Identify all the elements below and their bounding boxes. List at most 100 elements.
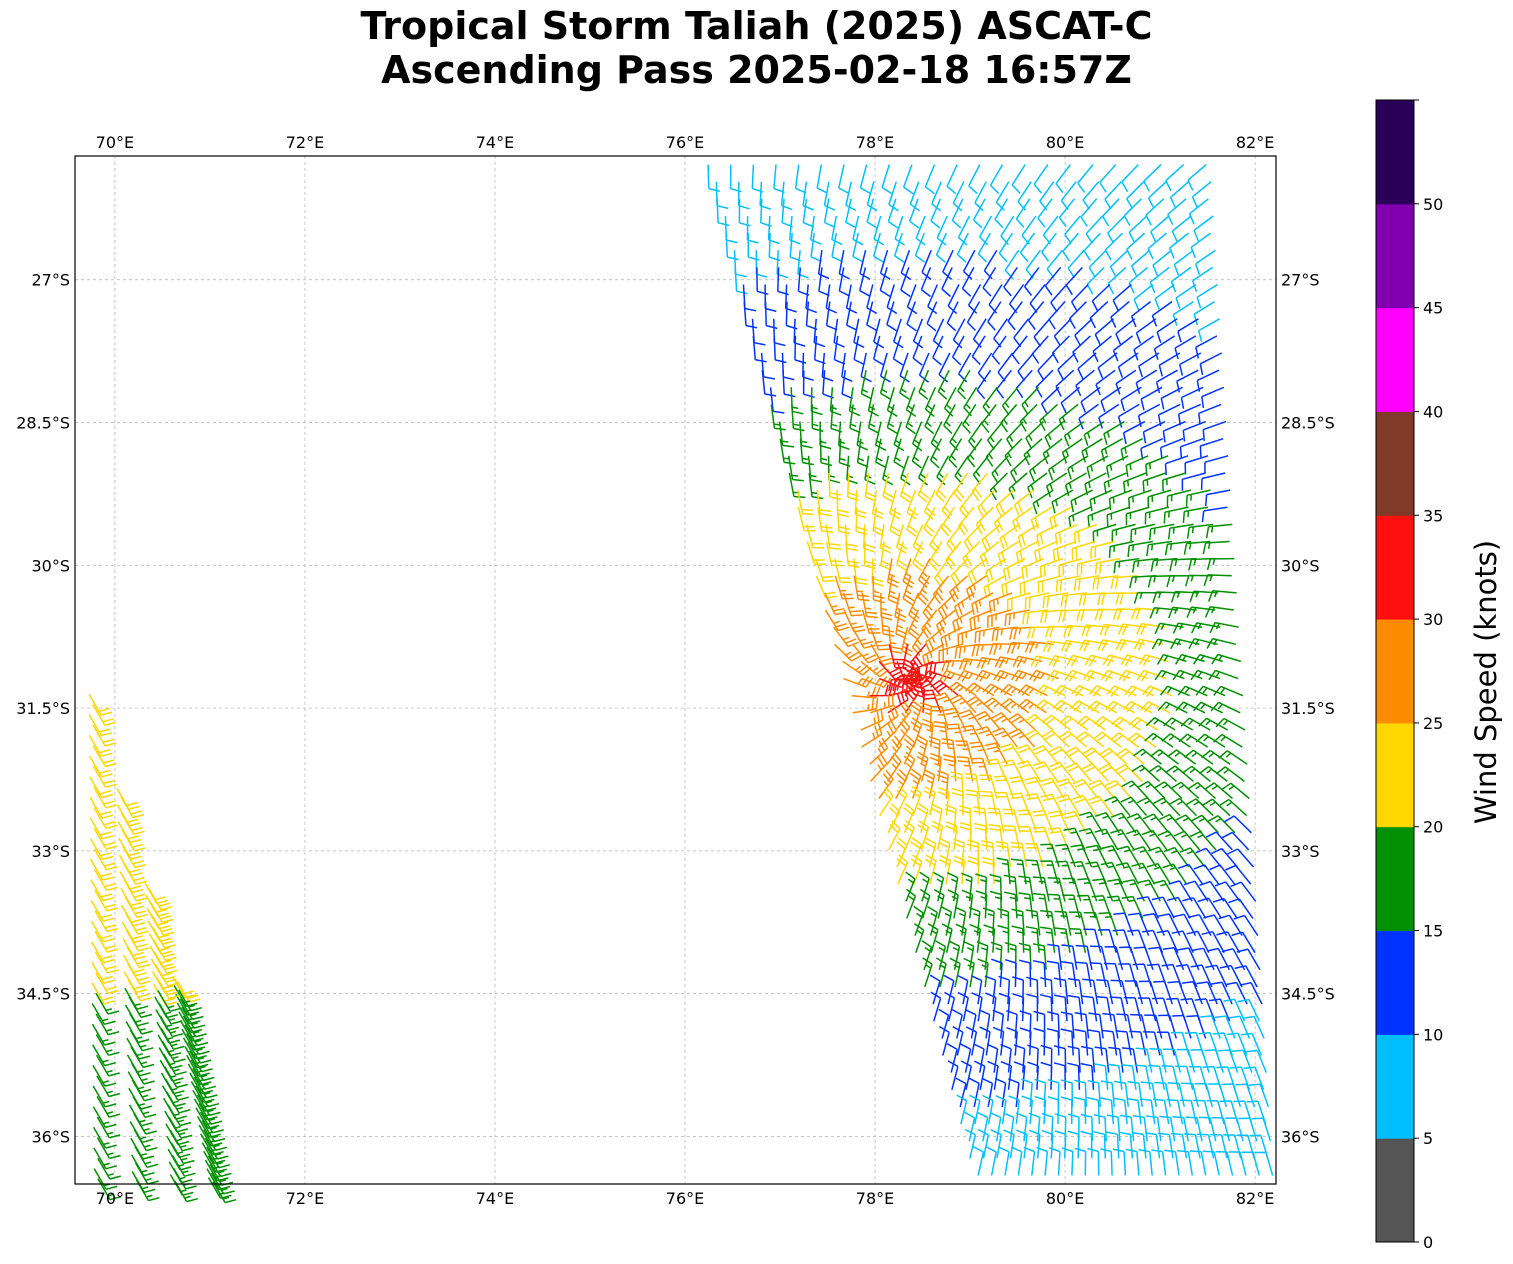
wind-barb — [1055, 369, 1075, 397]
wind-barb — [924, 854, 937, 885]
wind-barb — [957, 626, 982, 646]
wind-barb — [1198, 403, 1222, 425]
wind-barb — [1235, 1083, 1256, 1108]
wind-barb — [127, 979, 152, 1002]
wind-barb — [1003, 825, 1021, 851]
wind-barb — [954, 455, 970, 485]
wind-barb — [1116, 1013, 1134, 1039]
wind-barb — [999, 523, 1020, 550]
wind-barb — [1175, 1065, 1194, 1090]
wind-barb — [988, 642, 1018, 656]
wind-barb — [1037, 198, 1053, 228]
wind-barb — [1162, 420, 1186, 443]
wind-barb — [1068, 927, 1087, 953]
wind-barb — [912, 335, 923, 366]
wind-barb — [1136, 896, 1160, 919]
wind-barb — [886, 752, 902, 782]
wind-barb — [1197, 1133, 1215, 1159]
wind-barb — [929, 974, 941, 1005]
wind-barb — [1121, 1047, 1139, 1073]
wind-barb — [962, 540, 981, 569]
wind-barb — [1133, 335, 1155, 361]
colorbar-bin — [1376, 203, 1414, 309]
wind-barb — [1149, 523, 1175, 541]
wind-barb — [859, 267, 871, 297]
wind-barb — [932, 335, 944, 366]
wind-barb — [1231, 931, 1256, 954]
wind-barb — [1040, 909, 1057, 936]
wind-barb — [1081, 438, 1103, 463]
wind-barb — [1236, 948, 1261, 971]
wind-barb — [1109, 249, 1129, 278]
wind-barb — [870, 643, 895, 666]
wind-barb — [1044, 421, 1065, 448]
wind-barb — [1211, 1117, 1231, 1142]
wind-barb — [976, 656, 1006, 670]
wind-barb — [1068, 978, 1084, 1005]
wind-barb — [1132, 1131, 1147, 1159]
wind-barb — [1184, 1133, 1201, 1159]
wind-barb — [1039, 403, 1059, 432]
wind-barb — [1008, 728, 1036, 748]
wind-barb — [1044, 266, 1062, 296]
wind-barb — [872, 575, 885, 604]
wind-barb — [1040, 860, 1059, 885]
lat-tick-label-right: 30°S — [1281, 556, 1320, 575]
wind-barb — [941, 489, 956, 520]
wind-barb — [1180, 717, 1211, 731]
wind-barb — [936, 215, 948, 246]
wind-barb — [1195, 685, 1226, 697]
wind-barb — [968, 164, 981, 195]
wind-barb — [1232, 1049, 1253, 1073]
wind-barb — [799, 438, 814, 466]
colorbar-tick-label: 0 — [1423, 1233, 1433, 1252]
wind-barb — [782, 370, 796, 398]
wind-barb — [833, 643, 862, 662]
wind-barb — [734, 267, 748, 295]
lon-tick-label-bottom: 80°E — [1046, 1189, 1084, 1208]
wind-barb — [1070, 489, 1093, 513]
wind-barb — [1204, 606, 1234, 618]
wind-barb — [1134, 1064, 1151, 1090]
wind-barb — [918, 352, 930, 383]
wind-barb — [1115, 1030, 1132, 1056]
wind-barb — [1023, 1146, 1036, 1176]
wind-barb — [969, 741, 991, 765]
wind-barb — [937, 592, 957, 620]
wind-barb — [902, 803, 915, 834]
wind-barb — [760, 352, 776, 380]
wind-barb — [887, 688, 909, 714]
wind-barb — [994, 1077, 1007, 1108]
wind-barb — [1028, 1129, 1041, 1159]
wind-barb — [1077, 352, 1097, 380]
wind-barb — [155, 964, 179, 987]
wind-barb — [1130, 1013, 1148, 1039]
wind-barb — [94, 951, 119, 974]
wind-barb — [1044, 625, 1074, 638]
wind-barb — [1037, 352, 1055, 381]
wind-barb — [985, 992, 997, 1022]
wind-barb — [1230, 881, 1257, 902]
wind-barb — [861, 609, 881, 634]
wind-barb — [1194, 249, 1216, 275]
wind-barb — [1076, 894, 1097, 919]
wind-barb — [1010, 1146, 1023, 1176]
wind-barb — [91, 961, 116, 984]
wind-barb — [1080, 1062, 1095, 1090]
wind-barb — [916, 803, 929, 834]
wind-barb — [1152, 249, 1173, 276]
wind-barb — [1169, 557, 1197, 572]
wind-barb — [1153, 980, 1174, 1005]
wind-barb — [902, 644, 916, 674]
wind-barb — [1183, 880, 1209, 902]
wind-barb — [941, 659, 970, 672]
wind-barb — [1155, 369, 1178, 394]
wind-barb — [1115, 862, 1140, 885]
wind-barb — [959, 821, 972, 850]
wind-barb — [1019, 232, 1036, 262]
colorbar: 0 5 10 15 20 25 30 35 40 45 50 — [1375, 99, 1443, 1252]
wind-barb — [1201, 930, 1225, 954]
wind-barb — [1187, 781, 1217, 800]
wind-barb — [1032, 943, 1047, 970]
